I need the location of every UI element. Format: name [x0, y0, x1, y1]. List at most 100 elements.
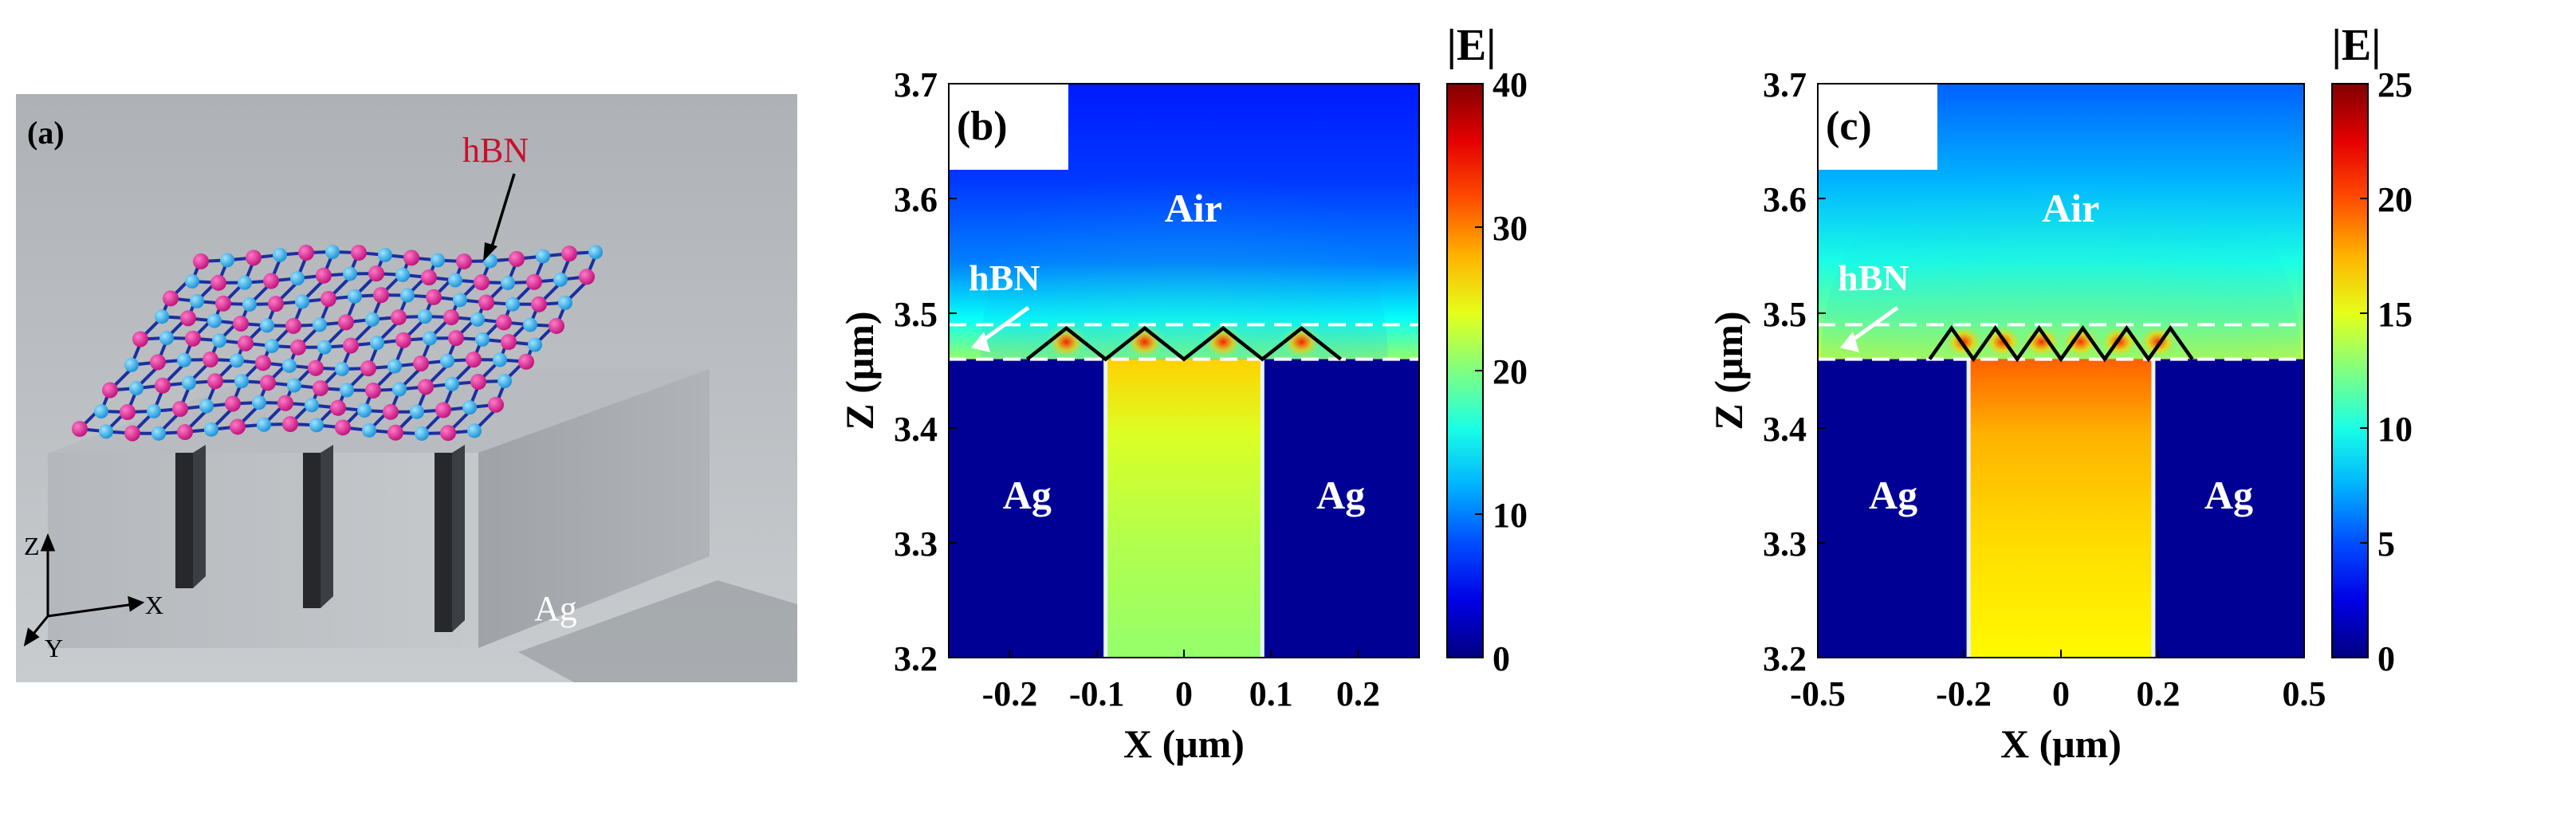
nitrogen-atom — [273, 248, 287, 262]
x-tick-label: -0.1 — [1069, 674, 1125, 713]
y-axis-label: Z (μm) — [1714, 311, 1751, 430]
field-hotspot — [2098, 324, 2140, 359]
nitrogen-atom — [475, 332, 490, 347]
nitrogen-atom — [400, 288, 415, 302]
nitrogen-atom — [207, 314, 222, 328]
nitrogen-atom — [467, 423, 482, 438]
boron-atom — [518, 354, 534, 370]
boron-atom — [225, 395, 241, 411]
colorbar-tick-label: 10 — [1493, 496, 1528, 535]
boron-atom — [102, 382, 118, 398]
nitrogen-atom — [440, 354, 454, 368]
nitrogen-atom — [147, 404, 161, 418]
x-tick-label: 0 — [1175, 674, 1193, 713]
nitrogen-atom — [462, 400, 477, 414]
nitrogen-atom — [182, 375, 196, 390]
boron-atom — [308, 360, 324, 376]
boron-atom — [395, 332, 411, 348]
nitrogen-atom — [498, 374, 512, 388]
y-axis-label: Z (μm) — [845, 311, 882, 430]
nitrogen-atom — [260, 318, 274, 332]
boron-atom — [403, 249, 419, 265]
boron-atom — [501, 334, 517, 350]
nitrogen-atom — [410, 405, 424, 419]
ag-block-front — [48, 453, 478, 648]
boron-atom — [207, 373, 223, 389]
x-tick-label: -0.2 — [1936, 674, 1992, 713]
boron-atom — [335, 419, 351, 435]
boron-atom — [230, 418, 246, 434]
nitrogen-atom — [445, 377, 459, 391]
boron-atom — [330, 400, 346, 416]
boron-atom — [368, 265, 384, 281]
boron-atom — [155, 378, 171, 394]
y-tick-label: 3.4 — [894, 410, 938, 449]
hbn-region-label: hBN — [969, 257, 1040, 298]
nitrogen-atom — [159, 331, 174, 345]
colorbar-tick-label: 15 — [2377, 295, 2413, 334]
x-tick-label: 0 — [2052, 674, 2070, 713]
boron-atom — [579, 269, 595, 285]
nitrogen-atom — [94, 404, 108, 418]
heatmap-area — [1818, 84, 2304, 658]
boron-atom — [338, 314, 354, 330]
nitrogen-atom — [220, 253, 234, 267]
boron-atom — [193, 253, 209, 269]
boron-atom — [365, 383, 381, 399]
panel-label: (b) — [957, 104, 1008, 149]
boron-atom — [440, 425, 456, 441]
boron-atom — [470, 374, 486, 390]
field-hotspot — [1982, 324, 2023, 359]
y-tick-label: 3.6 — [894, 180, 938, 219]
y-tick-label: 3.2 — [1763, 639, 1807, 678]
boron-atom — [351, 245, 367, 261]
nitrogen-atom — [418, 309, 432, 324]
boron-atom — [316, 268, 332, 284]
boron-atom — [163, 290, 179, 306]
y-tick-label: 3.6 — [1763, 180, 1807, 219]
nitrogen-atom — [553, 273, 568, 287]
boron-atom — [72, 421, 88, 437]
boron-atom — [478, 295, 494, 311]
boron-atom — [373, 287, 389, 303]
boron-atom — [210, 275, 226, 291]
boron-atom — [120, 404, 136, 420]
boron-atom — [387, 425, 403, 441]
nitrogen-atom — [431, 253, 445, 267]
schematic-figure: (a) hBN Ag Z X Y — [16, 94, 797, 682]
axis-x-label: X — [145, 591, 163, 619]
nitrogen-atom — [124, 358, 139, 372]
boron-atom — [233, 316, 249, 332]
ag-label: Ag — [534, 589, 577, 628]
hbn-label: hBN — [462, 131, 529, 170]
boron-atom — [456, 253, 472, 269]
boron-atom — [418, 379, 434, 395]
x-tick-label: -0.2 — [982, 674, 1038, 713]
axis-y-label: Y — [45, 634, 63, 662]
x-tick-label: 0.2 — [2137, 674, 2181, 713]
boron-atom — [285, 318, 301, 334]
nitrogen-atom — [151, 426, 166, 441]
nitrogen-atom — [357, 403, 372, 418]
y-tick-label: 3.5 — [1763, 295, 1807, 334]
ag-label-left: Ag — [1869, 473, 1917, 517]
nitrogen-atom — [230, 353, 244, 367]
nitrogen-atom — [199, 399, 214, 413]
nitrogen-atom — [265, 339, 279, 353]
colorbar-title: |E| — [1446, 21, 1496, 70]
boron-atom — [238, 336, 254, 352]
nitrogen-atom — [155, 309, 169, 324]
boron-atom — [298, 245, 314, 261]
y-tick-label: 3.2 — [894, 639, 938, 678]
nitrogen-atom — [588, 245, 603, 259]
nitrogen-atom — [343, 266, 357, 281]
x-tick-label: 0.2 — [1336, 674, 1380, 713]
boron-atom — [313, 380, 328, 396]
x-tick-label: -0.5 — [1790, 674, 1846, 713]
boron-atom — [203, 352, 218, 367]
schematic-panel-a: (a) hBN Ag Z X Y — [16, 94, 797, 682]
nitrogen-atom — [453, 293, 467, 307]
boron-atom — [531, 297, 547, 312]
boron-atom — [391, 309, 407, 325]
